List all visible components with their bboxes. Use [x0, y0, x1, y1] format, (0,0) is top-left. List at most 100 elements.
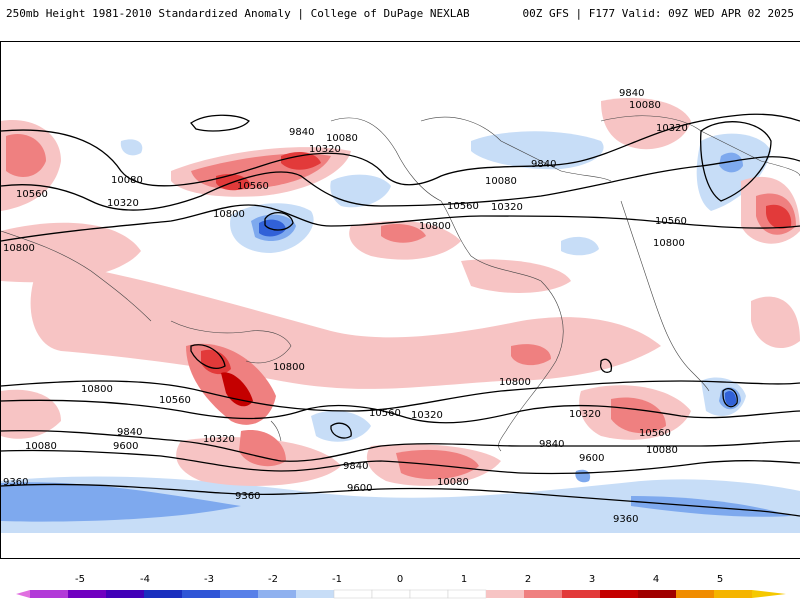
- anomaly-shade-neg2: [1, 482, 241, 522]
- anomaly-colorbar: -5 -4 -3 -2 -1 0 1 2 3 4 5: [0, 570, 800, 600]
- contour-line: [1, 483, 800, 517]
- anomaly-shade-neg1: [561, 236, 599, 256]
- contour-line: [1, 156, 800, 211]
- contour-line: [1, 449, 800, 475]
- anomaly-shade-pos3: [201, 349, 231, 375]
- contour-label: 10800: [499, 377, 531, 388]
- anomaly-shade-pos3: [281, 151, 321, 170]
- contour-label: 10560: [639, 428, 671, 439]
- contour-label: 9600: [113, 441, 138, 452]
- anomaly-shade-neg2: [575, 469, 591, 483]
- colorbar-segment: [68, 590, 106, 598]
- anomaly-shade-pos1: [461, 259, 571, 293]
- contour-label: 10080: [437, 477, 469, 488]
- colorbar-segment: [106, 590, 144, 598]
- colorbar-segment: [486, 590, 524, 598]
- anomaly-shade-neg2: [631, 496, 791, 517]
- contour-label: 10320: [309, 144, 341, 155]
- contour-label: 10800: [81, 384, 113, 395]
- contour-label: 10320: [569, 409, 601, 420]
- colorbar-arrow-right: [752, 590, 786, 598]
- contour-label: 9360: [3, 477, 28, 488]
- contour-label: 10560: [369, 408, 401, 419]
- colorbar-segment: [676, 590, 714, 598]
- contour-label: 9600: [579, 453, 604, 464]
- coastline: [170, 320, 292, 364]
- contour-line: [1, 430, 800, 462]
- colorbar-segment: [562, 590, 600, 598]
- contour-label: 10080: [485, 176, 517, 187]
- strongest-negative-anomaly-shading: [259, 219, 737, 406]
- contour-label: 10080: [25, 441, 57, 452]
- contour-label: 9840: [539, 439, 564, 450]
- colorbar-tick-label: -5: [75, 574, 85, 585]
- contour-line: [330, 422, 352, 439]
- contour-label-group: 9840 10080 10320 9840 9840 10080 10320 1…: [3, 88, 688, 525]
- coastlines: [1, 115, 800, 452]
- contour-line: [190, 344, 226, 369]
- colorbar-segment: [524, 590, 562, 598]
- contour-label: 10560: [447, 201, 479, 212]
- height-contours: [1, 113, 800, 517]
- anomaly-shade-pos2: [381, 224, 426, 243]
- contour-line: [700, 121, 772, 202]
- contour-label: 10560: [655, 216, 687, 227]
- colorbar-tick-label: -1: [332, 574, 342, 585]
- anomaly-shade-pos1: [1, 389, 61, 439]
- colorbar-tick-label: 3: [588, 574, 596, 585]
- colorbar-segment: [371, 589, 411, 599]
- contour-label: 9840: [619, 88, 644, 99]
- anomaly-shade-neg3: [259, 219, 286, 237]
- anomaly-shade-pos1: [1, 222, 141, 283]
- model-run-info: 00Z GFS | F177 Valid: 09Z WED APR 02 202…: [522, 7, 794, 20]
- contour-label: 10320: [107, 198, 139, 209]
- colorbar-tick-label: -3: [204, 574, 214, 585]
- contour-line: [190, 114, 250, 132]
- colorbar-tick-label: -2: [268, 574, 278, 585]
- contour-line: [264, 212, 294, 231]
- anomaly-shade-pos2: [6, 133, 46, 177]
- contour-line: [722, 388, 738, 408]
- contour-label: 10320: [656, 123, 688, 134]
- colorbar-tick-label: 5: [716, 574, 724, 585]
- colorbar-segment: [638, 590, 676, 598]
- contour-line: [1, 204, 800, 242]
- contour-line: [1, 113, 800, 187]
- colorbar-segment: [447, 589, 487, 599]
- contour-line: [1, 380, 800, 412]
- coastline: [420, 116, 612, 182]
- contour-label: 10320: [411, 410, 443, 421]
- contour-label: 10560: [16, 189, 48, 200]
- coastline: [600, 115, 800, 177]
- anomaly-shade-pos3: [766, 204, 792, 229]
- colorbar-segment: [296, 590, 334, 598]
- map-canvas: 9840 10080 10320 9840 9840 10080 10320 1…: [1, 88, 800, 533]
- contour-label: 9360: [613, 514, 638, 525]
- anomaly-shade-pos2: [396, 449, 479, 480]
- contour-label: 10800: [213, 209, 245, 220]
- colorbar-segment: [220, 590, 258, 598]
- coastline: [270, 420, 282, 442]
- contour-label: 10080: [111, 175, 143, 186]
- anomaly-shade-neg1: [330, 174, 391, 208]
- contour-label: 9840: [289, 127, 314, 138]
- map-title: 250mb Height 1981-2010 Standardized Anom…: [6, 7, 470, 20]
- colorbar-segment: [144, 590, 182, 598]
- contour-label: 10560: [159, 395, 191, 406]
- contour-label: 10560: [237, 181, 269, 192]
- colorbar-tick-label: 1: [460, 574, 468, 585]
- contour-label: 10080: [326, 133, 358, 144]
- colorbar-segment: [333, 589, 373, 599]
- coastline: [330, 117, 564, 452]
- colorbar-segment: [409, 589, 449, 599]
- colorbar-segment: [258, 590, 296, 598]
- extreme-positive-anomaly-shading: [221, 372, 253, 407]
- anomaly-shade-neg1: [696, 133, 771, 211]
- colorbar-segment: [182, 590, 220, 598]
- anomaly-shade-neg3: [725, 391, 737, 406]
- colorbar-tick-label: 4: [652, 574, 660, 585]
- contour-label: 10800: [653, 238, 685, 249]
- colorbar-arrow-left: [16, 590, 30, 598]
- anomaly-shade-neg1: [311, 410, 371, 442]
- colorbar-segment: [30, 590, 68, 598]
